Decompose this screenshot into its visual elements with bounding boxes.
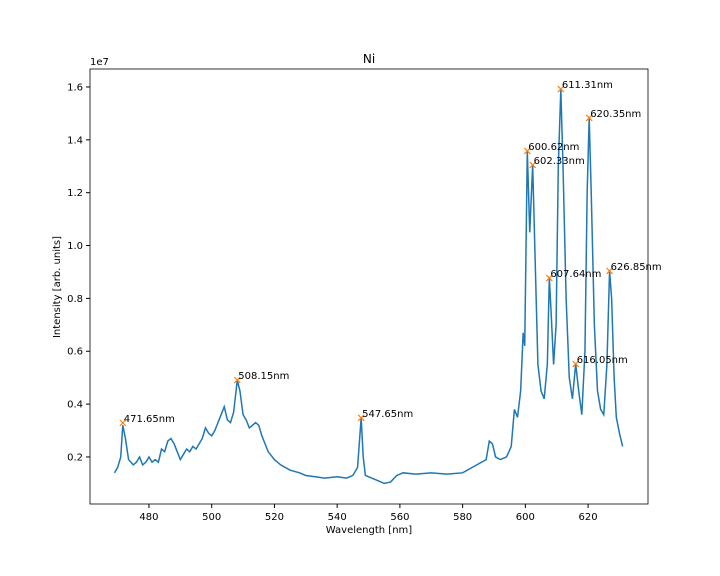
peak-label: 471.65nm xyxy=(124,414,175,425)
y-tick-label: 1.6 xyxy=(67,82,83,93)
spectrum-line xyxy=(113,89,624,485)
peak-label: 626.85nm xyxy=(611,262,662,273)
y-tick-label: 0.8 xyxy=(67,294,83,305)
peak-label: 508.15nm xyxy=(238,371,289,382)
peak-marker xyxy=(606,267,614,275)
peak-marker xyxy=(233,376,241,384)
peak-label: 600.62nm xyxy=(528,142,579,153)
peak-marker xyxy=(557,85,565,93)
x-tick-label: 600 xyxy=(516,512,535,523)
peak-marker xyxy=(357,414,365,422)
x-tick-label: 500 xyxy=(202,512,221,523)
x-tick-label: 480 xyxy=(139,512,158,523)
x-tick-label: 620 xyxy=(579,512,598,523)
peak-marker xyxy=(572,360,580,368)
peak-label: 607.64nm xyxy=(550,269,601,280)
peak-marker xyxy=(523,147,531,155)
peak-marker xyxy=(529,161,537,169)
y-offset-label: 1e7 xyxy=(90,57,109,68)
y-tick-label: 1.2 xyxy=(67,188,83,199)
peak-marker xyxy=(545,274,553,282)
y-axis-label: Intensity [arb. units] xyxy=(52,236,63,338)
x-tick-label: 580 xyxy=(453,512,472,523)
x-tick-label: 540 xyxy=(328,512,347,523)
x-tick-label: 520 xyxy=(265,512,284,523)
y-tick-label: 1.4 xyxy=(67,135,83,146)
peak-label: 547.65nm xyxy=(362,409,413,420)
peak-label: 616.05nm xyxy=(577,355,628,366)
y-tick-label: 0.6 xyxy=(67,347,83,358)
peak-label: 611.31nm xyxy=(562,80,613,91)
y-tick-label: 0.2 xyxy=(67,452,83,463)
plot-frame xyxy=(89,68,649,505)
y-tick-label: 1.0 xyxy=(67,241,83,252)
x-axis-label: Wavelength [nm] xyxy=(326,525,412,536)
peak-marker xyxy=(585,114,593,122)
chart-title: Ni xyxy=(363,52,375,66)
peak-label: 620.35nm xyxy=(590,109,641,120)
peak-label: 602.33nm xyxy=(534,156,585,167)
y-tick-label: 0.4 xyxy=(67,400,83,411)
x-tick-label: 560 xyxy=(390,512,409,523)
peak-marker xyxy=(119,419,127,427)
